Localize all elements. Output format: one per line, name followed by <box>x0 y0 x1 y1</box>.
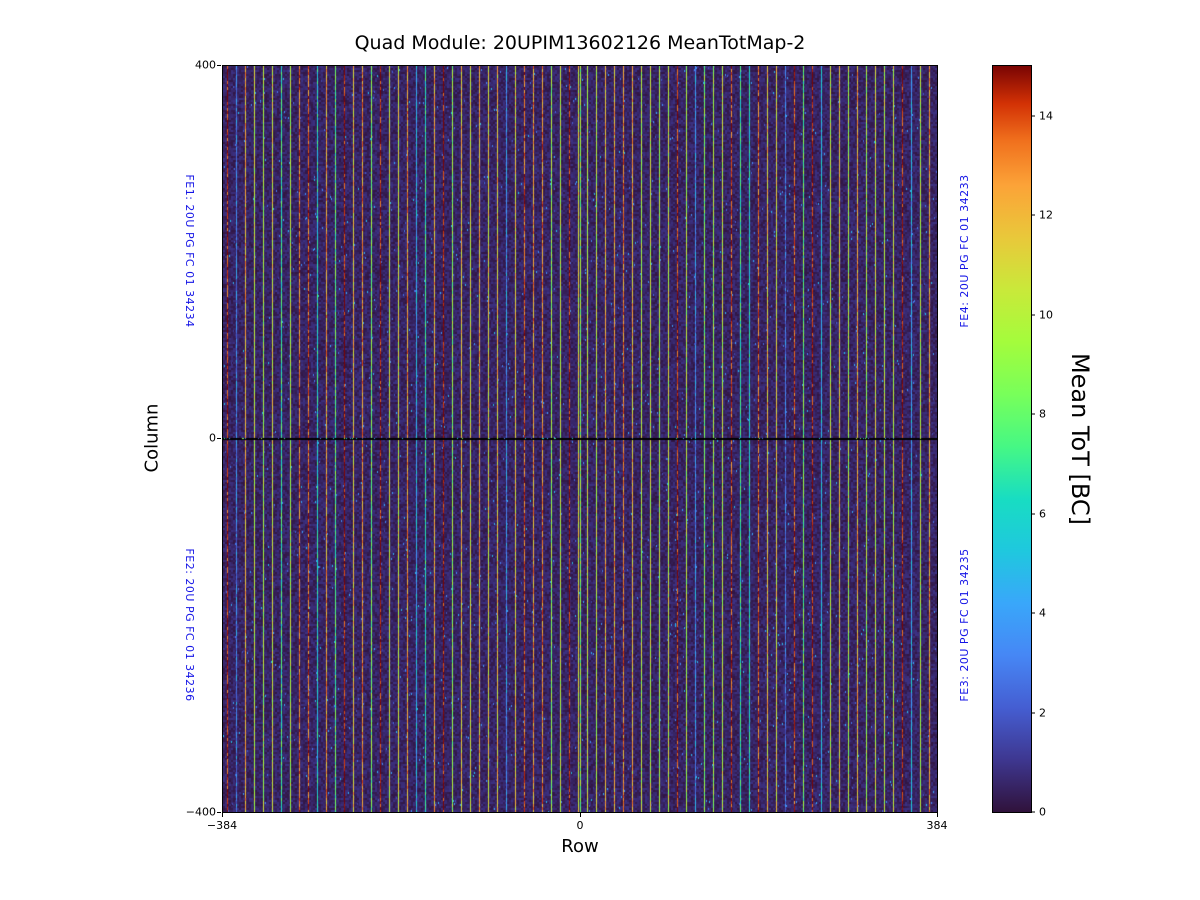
colorbar-tick-mark <box>1031 115 1035 117</box>
fe-annotation-fe4: FE4: 20U PG FC 01 34233 <box>958 174 971 328</box>
colorbar-tick-mark <box>1031 314 1035 316</box>
x-tick-label: 0 <box>576 819 584 832</box>
colorbar-tick: 4 <box>1031 607 1046 620</box>
x-tick-mark <box>222 813 223 817</box>
colorbar-tick-mark <box>1031 413 1035 415</box>
colorbar-tick-mark <box>1031 712 1035 714</box>
colorbar-tick-mark <box>1031 513 1035 515</box>
colorbar-tick: 6 <box>1031 507 1046 520</box>
colorbar-tick: 2 <box>1031 706 1046 719</box>
colorbar-gradient <box>993 66 1031 812</box>
y-tick-mark <box>217 812 221 813</box>
colorbar-tick: 8 <box>1031 408 1046 421</box>
colorbar-tick: 14 <box>1031 109 1053 122</box>
x-tick-mark <box>580 813 581 817</box>
colorbar-tick-label: 12 <box>1039 208 1053 222</box>
y-tick-label: 400 <box>195 58 216 72</box>
y-tick-label: −400 <box>185 805 216 819</box>
colorbar-ticks: 0 2 4 6 8 10 12 14 <box>1031 66 1071 819</box>
colorbar-tick-mark <box>1031 811 1035 813</box>
colorbar-tick: 10 <box>1031 308 1053 321</box>
colorbar-tick: 0 <box>1031 806 1046 819</box>
y-axis-label: Column <box>141 403 163 473</box>
colorbar-tick-label: 14 <box>1039 109 1053 123</box>
colorbar-tick: 12 <box>1031 209 1053 222</box>
fe-annotation-fe1: FE1: 20U PG FC 01 34234 <box>183 174 196 328</box>
y-tick-label: 0 <box>209 431 216 445</box>
fe-annotation-fe2: FE2: 20U PG FC 01 34236 <box>183 548 196 702</box>
fe-annotation-fe3: FE3: 20U PG FC 01 34235 <box>958 548 971 702</box>
y-tick-mark <box>217 65 221 66</box>
x-tick-label: 384 <box>926 819 948 832</box>
colorbar-tick-label: 2 <box>1039 706 1046 720</box>
x-tick-label: −384 <box>206 819 238 832</box>
colorbar-tick-mark <box>1031 214 1035 216</box>
y-tick-mark <box>217 438 221 439</box>
chart-title: Quad Module: 20UPIM13602126 MeanTotMap-2 <box>354 32 806 54</box>
x-tick-mark <box>937 813 938 817</box>
colorbar-label: Mean ToT [BC] <box>1066 352 1094 526</box>
x-axis-label: Row <box>561 836 599 857</box>
colorbar-tick-mark <box>1031 612 1035 614</box>
colorbar-tick-label: 6 <box>1039 507 1046 521</box>
colorbar-tick-label: 10 <box>1039 308 1053 322</box>
plot-area <box>222 65 938 813</box>
colorbar-tick-label: 4 <box>1039 606 1046 620</box>
heatmap-canvas <box>223 66 937 812</box>
colorbar-tick-label: 8 <box>1039 407 1046 421</box>
colorbar-tick-label: 0 <box>1039 805 1046 819</box>
colorbar: 0 2 4 6 8 10 12 14 <box>992 65 1053 819</box>
